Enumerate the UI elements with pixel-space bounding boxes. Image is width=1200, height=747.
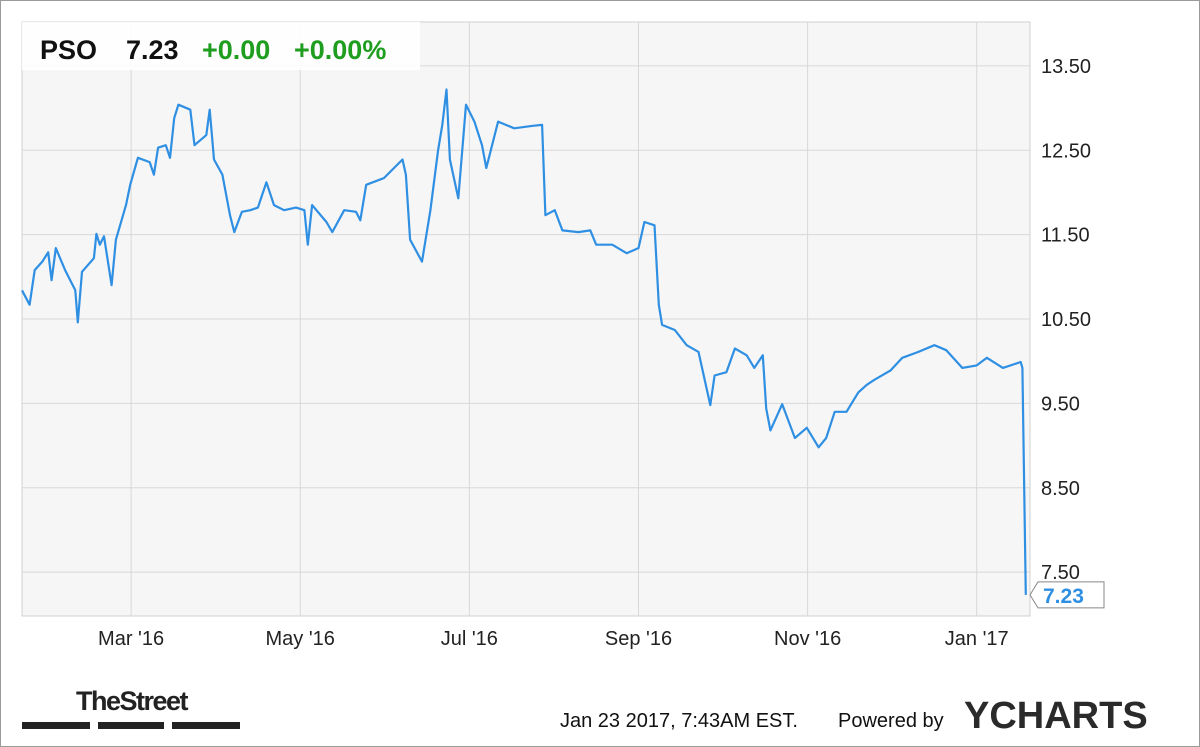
quote-box <box>22 22 420 70</box>
x-tick-label: May '16 <box>266 628 335 650</box>
x-tick-label: Nov '16 <box>774 628 841 650</box>
last-price-flag <box>1029 581 1105 609</box>
series <box>21 88 1027 595</box>
ticker: PSO <box>40 35 97 65</box>
powered-by: Powered by <box>838 710 944 732</box>
y-tick-label: 12.50 <box>1041 140 1091 162</box>
logo-bar <box>22 722 90 729</box>
y-tick-label: 13.50 <box>1041 56 1091 78</box>
y-tick-label: 7.50 <box>1041 562 1080 584</box>
source-logo: TheStreet <box>76 686 189 716</box>
logo-bar <box>172 722 240 729</box>
last-price-label: 7.23 <box>1043 585 1084 608</box>
price-line <box>21 88 1027 595</box>
price: 7.23 <box>126 35 179 65</box>
y-tick-label: 10.50 <box>1041 309 1091 331</box>
timestamp: Jan 23 2017, 7:43AM EST. <box>560 710 798 732</box>
x-tick-label: Mar '16 <box>98 628 164 650</box>
x-tick-label: Jul '16 <box>441 628 498 650</box>
y-tick-label: 11.50 <box>1041 225 1090 247</box>
grid <box>22 22 1030 616</box>
brand-logo: YCHARTS <box>964 695 1148 737</box>
y-tick-label: 8.50 <box>1041 478 1080 500</box>
x-tick-label: Sep '16 <box>605 628 672 650</box>
x-tick-label: Jan '17 <box>945 628 1009 650</box>
change: +0.00 <box>202 35 270 65</box>
y-tick-label: 9.50 <box>1041 393 1080 415</box>
change-pct: +0.00% <box>294 35 386 65</box>
logo-bar <box>98 722 164 729</box>
